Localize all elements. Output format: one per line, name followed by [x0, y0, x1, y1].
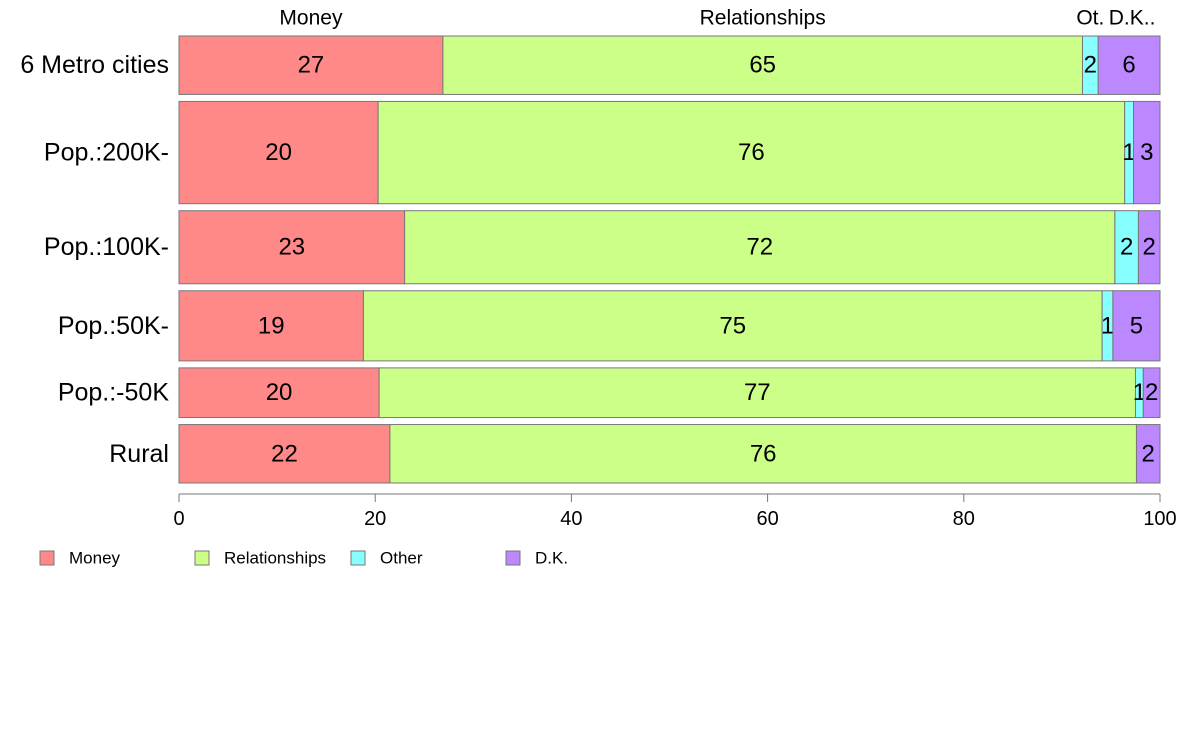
- data-label: 2: [1084, 52, 1097, 79]
- data-label: 75: [719, 312, 746, 339]
- top-label-other: Ot.: [1076, 7, 1104, 30]
- category-label-pop-50k: Pop.:50K-: [58, 312, 169, 340]
- bar-segment-money-pop-50k: [178, 367, 380, 419]
- data-label: 1: [1122, 139, 1135, 166]
- x-tick-label: 0: [173, 508, 184, 530]
- category-label-pop-50k: Pop.:-50K: [58, 379, 170, 407]
- data-label: 3: [1140, 139, 1153, 166]
- data-label: 2: [1142, 440, 1155, 467]
- data-label: 23: [278, 234, 305, 261]
- bar-segment-money-pop-200k: [178, 100, 379, 205]
- data-label: 20: [266, 379, 293, 406]
- data-label: 5: [1130, 312, 1143, 339]
- category-label-pop-100k: Pop.:100K-: [44, 233, 169, 261]
- category-label-rural: Rural: [109, 440, 169, 468]
- data-label: 77: [744, 379, 771, 406]
- data-label: 1: [1101, 312, 1114, 339]
- data-label: 76: [738, 139, 765, 166]
- bar-segment-money-6-metro-cities: [178, 35, 444, 95]
- x-tick-label: 40: [560, 508, 582, 530]
- bar-segment-d-k--pop-100k: [1137, 210, 1161, 285]
- bar-segment-relationships-pop-200k: [377, 100, 1126, 205]
- legend-label-money: Money: [69, 549, 121, 568]
- data-label: 2: [1143, 234, 1156, 261]
- bar-segment-relationships-pop-50k: [362, 290, 1103, 362]
- legend-label-other: Other: [380, 549, 423, 568]
- data-label: 65: [749, 52, 776, 79]
- top-label-money: Money: [279, 7, 343, 30]
- bar-segment-money-pop-100k: [178, 210, 406, 285]
- data-label: 2: [1145, 379, 1158, 406]
- category-label-6-metro-cities: 6 Metro cities: [20, 51, 169, 79]
- bar-segment-money-rural: [178, 424, 391, 484]
- top-label-relationships: Relationships: [700, 7, 826, 30]
- bar-segment-relationships-6-metro-cities: [442, 35, 1084, 95]
- data-label: 2: [1120, 234, 1133, 261]
- bar-segment-relationships-rural: [389, 424, 1137, 484]
- legend-swatch-relationships: [194, 550, 210, 566]
- x-tick-label: 80: [953, 508, 975, 530]
- bar-segment-relationships-pop-100k: [404, 210, 1116, 285]
- legend-label-relationships: Relationships: [224, 549, 326, 568]
- data-label: 6: [1122, 52, 1135, 79]
- x-tick-label: 20: [364, 508, 386, 530]
- data-label: 72: [746, 234, 773, 261]
- x-tick-label: 100: [1143, 508, 1176, 530]
- data-label: 76: [750, 440, 777, 467]
- data-label: 1: [1133, 379, 1146, 406]
- legend-label-d-k: D.K.: [535, 549, 568, 568]
- data-label: 27: [298, 52, 325, 79]
- bar-segment-d-k--pop-50k: [1112, 290, 1161, 362]
- bar-segment-d-k--rural: [1135, 424, 1161, 484]
- top-label-dk: D.K..: [1109, 7, 1156, 30]
- legend-swatch-d-k: [505, 550, 521, 566]
- data-label: 20: [265, 139, 292, 166]
- bar-segment-d-k--6-metro-cities: [1097, 35, 1161, 95]
- bar-segment-d-k--pop-200k: [1133, 100, 1161, 205]
- bar-segment-d-k--pop-50k: [1142, 367, 1161, 419]
- data-label: 22: [271, 440, 298, 467]
- category-label-pop-200k: Pop.:200K-: [44, 139, 169, 167]
- legend-swatch-other: [350, 550, 366, 566]
- bar-segment-relationships-pop-50k: [378, 367, 1136, 419]
- legend-swatch-money: [39, 550, 55, 566]
- data-label: 19: [258, 312, 285, 339]
- x-tick-label: 60: [756, 508, 778, 530]
